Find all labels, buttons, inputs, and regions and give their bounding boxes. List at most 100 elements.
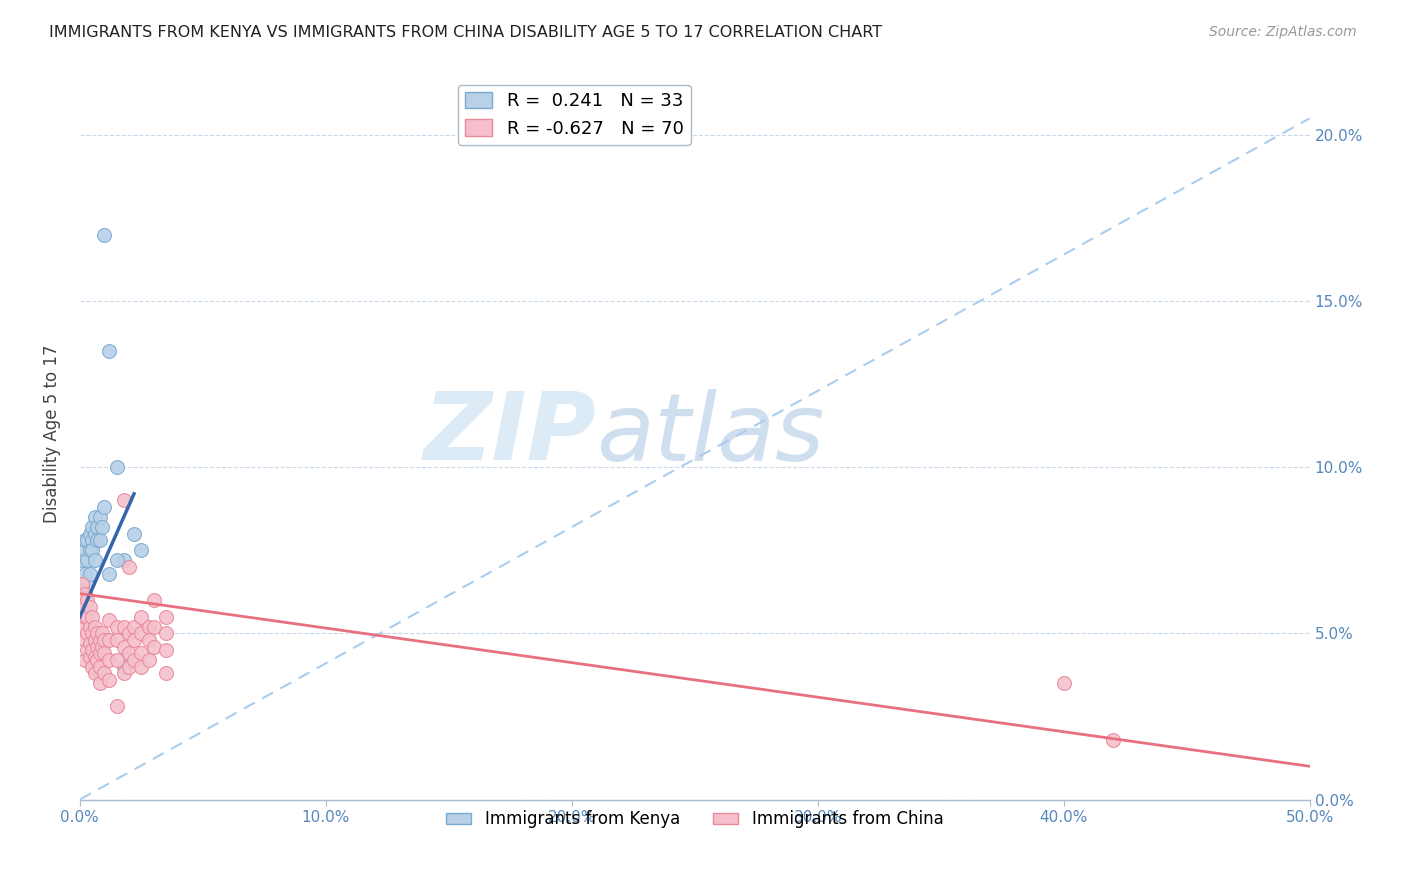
Point <box>89 666 111 681</box>
Point <box>131 646 153 660</box>
Point <box>91 626 114 640</box>
Point <box>73 543 96 558</box>
Point <box>73 533 96 548</box>
Point <box>79 526 101 541</box>
Text: ZIP: ZIP <box>423 388 596 480</box>
Point <box>76 609 98 624</box>
Point <box>98 566 121 581</box>
Point <box>79 649 101 664</box>
Text: IMMIGRANTS FROM KENYA VS IMMIGRANTS FROM CHINA DISABILITY AGE 5 TO 17 CORRELATIO: IMMIGRANTS FROM KENYA VS IMMIGRANTS FROM… <box>49 25 883 40</box>
Point <box>98 633 121 648</box>
Point <box>73 566 96 581</box>
Point <box>112 493 135 508</box>
Point <box>138 633 160 648</box>
Point <box>73 609 96 624</box>
Point <box>93 227 115 242</box>
Point <box>79 543 101 558</box>
Point <box>93 666 115 681</box>
Point <box>72 599 94 614</box>
Point <box>142 593 165 607</box>
Text: atlas: atlas <box>596 389 825 480</box>
Point <box>93 633 115 648</box>
Point <box>112 620 135 634</box>
Point <box>112 640 135 654</box>
Point <box>1102 732 1125 747</box>
Point <box>86 653 108 667</box>
Point <box>131 659 153 673</box>
Point <box>89 533 111 548</box>
Point <box>79 636 101 650</box>
Text: Source: ZipAtlas.com: Source: ZipAtlas.com <box>1209 25 1357 39</box>
Point <box>83 620 105 634</box>
Point <box>98 613 121 627</box>
Point <box>138 620 160 634</box>
Point <box>105 699 128 714</box>
Point <box>82 659 104 673</box>
Point <box>82 533 104 548</box>
Point <box>105 620 128 634</box>
Point <box>93 500 115 515</box>
Point <box>79 620 101 634</box>
Point <box>76 533 98 548</box>
Point <box>112 659 135 673</box>
Point <box>122 633 145 648</box>
Point <box>98 673 121 687</box>
Point <box>73 653 96 667</box>
Point <box>155 666 177 681</box>
Point <box>138 653 160 667</box>
Point <box>82 609 104 624</box>
Point <box>82 626 104 640</box>
Point <box>83 526 105 541</box>
Point <box>89 633 111 648</box>
Point <box>83 633 105 648</box>
Point <box>118 659 141 673</box>
Point <box>73 633 96 648</box>
Point <box>93 646 115 660</box>
Point <box>105 653 128 667</box>
Point <box>89 676 111 690</box>
Point <box>76 643 98 657</box>
Legend: Immigrants from Kenya, Immigrants from China: Immigrants from Kenya, Immigrants from C… <box>440 804 950 835</box>
Point <box>155 626 177 640</box>
Point <box>1053 676 1076 690</box>
Point <box>122 620 145 634</box>
Point <box>76 626 98 640</box>
Point <box>118 560 141 574</box>
Point <box>76 576 98 591</box>
Point <box>73 586 96 600</box>
Point <box>112 666 135 681</box>
Point <box>82 643 104 657</box>
Point <box>86 520 108 534</box>
Point <box>105 633 128 648</box>
Point <box>105 553 128 567</box>
Point <box>82 520 104 534</box>
Point <box>122 526 145 541</box>
Point <box>86 626 108 640</box>
Point <box>72 576 94 591</box>
Point <box>118 626 141 640</box>
Point <box>155 643 177 657</box>
Point <box>83 649 105 664</box>
Point <box>89 646 111 660</box>
Point <box>86 533 108 548</box>
Point <box>131 543 153 558</box>
Point <box>131 609 153 624</box>
Point <box>89 659 111 673</box>
Point <box>83 666 105 681</box>
Point <box>76 553 98 567</box>
Point <box>112 553 135 567</box>
Point <box>72 576 94 591</box>
Point <box>76 593 98 607</box>
Point <box>91 640 114 654</box>
Point <box>131 626 153 640</box>
Point <box>105 460 128 475</box>
Point <box>86 640 108 654</box>
Point <box>98 343 121 358</box>
Point <box>122 653 145 667</box>
Point <box>79 566 101 581</box>
Point <box>155 609 177 624</box>
Point <box>142 640 165 654</box>
Point <box>82 543 104 558</box>
Point <box>72 620 94 634</box>
Point <box>98 653 121 667</box>
